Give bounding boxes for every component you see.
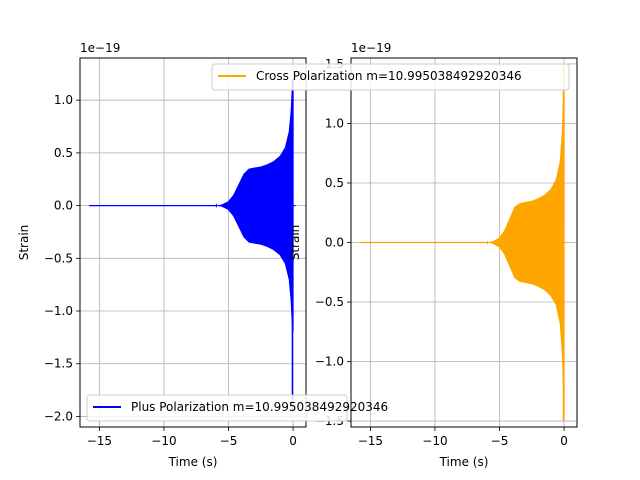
axes-frame — [79, 57, 307, 428]
y-tick-label: 0.5 — [54, 146, 73, 160]
y-tick-label: 1.0 — [54, 93, 73, 107]
plus-polarization-line — [89, 79, 294, 332]
plus-polarization-panel: −15 −10 −5 0 −2.0 −1.5 −1.0 −0.5 0.0 0.5 1.0 1e−19 T… — [17, 41, 307, 469]
x-tick-label: −15 — [358, 434, 383, 448]
y-offset-text: 1e−19 — [351, 41, 391, 55]
x-axis-label: Time (s) — [439, 455, 489, 469]
y-axis-label: Strain — [288, 225, 302, 261]
x-tick-label: −10 — [422, 434, 447, 448]
legend-box — [86, 394, 348, 422]
cross-polarization-panel: −15−10−50−1.5−1.0−0.50.00.51.01.51e−19Ti… — [288, 41, 578, 469]
x-tick-label: 0 — [560, 434, 568, 448]
legend-label-cross: Cross Polarization m=10.995038492920346 — [256, 69, 522, 83]
y-tick-label: 0.0 — [325, 236, 344, 250]
y-tick-label: −0.5 — [44, 251, 73, 265]
cross-polarization-line — [360, 63, 565, 417]
legend-label-plus: Plus Polarization m=10.995038492920346 — [131, 400, 388, 414]
y-tick-label: 0.5 — [325, 176, 344, 190]
y-tick-label: 1.0 — [325, 116, 344, 130]
y-axis-label: Strain — [17, 225, 31, 261]
x-tick-label: −5 — [491, 434, 509, 448]
y-tick-label: −1.0 — [315, 355, 344, 369]
y-tick-label: −1.0 — [44, 304, 73, 318]
x-tick-label: −10 — [151, 434, 176, 448]
legend-box — [211, 63, 570, 91]
y-tick-label: −1.5 — [44, 357, 73, 371]
x-tick-label: −5 — [220, 434, 238, 448]
y-tick-label: −0.5 — [315, 295, 344, 309]
x-axis-label: Time (s) — [168, 455, 218, 469]
x-tick-label: 0 — [289, 434, 297, 448]
y-tick-label: −2.0 — [44, 409, 73, 423]
plus-legend: Plus Polarization m=10.995038492920346 — [86, 394, 388, 422]
x-tick-label: −15 — [87, 434, 112, 448]
cross-legend: Cross Polarization m=10.995038492920346 — [211, 63, 570, 91]
y-tick-label: 0.0 — [54, 199, 73, 213]
y-offset-text: 1e−19 — [80, 41, 120, 55]
